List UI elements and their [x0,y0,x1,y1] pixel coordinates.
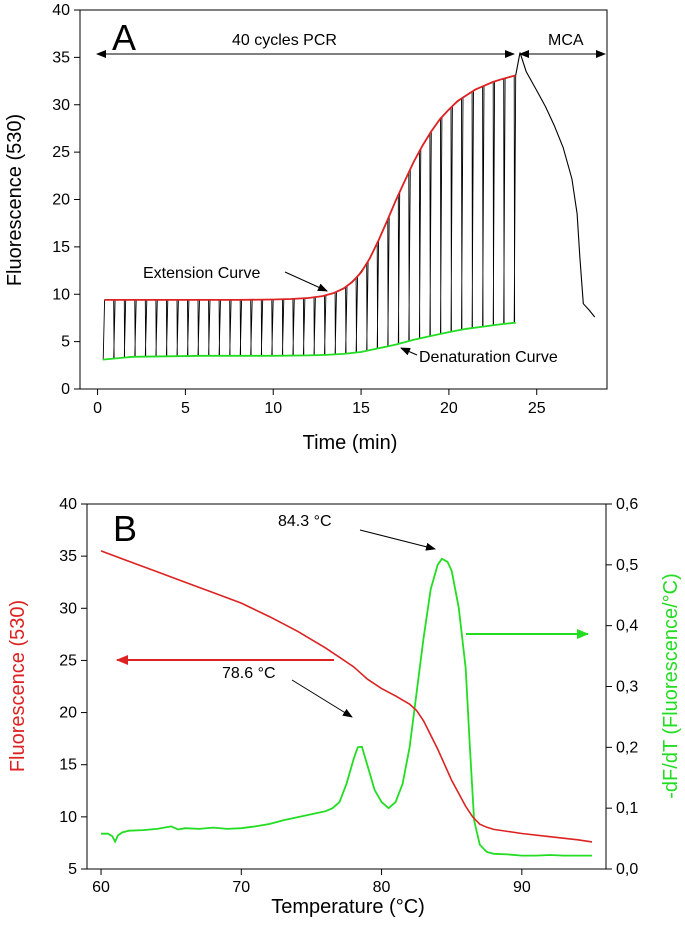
panel-a-frame [79,9,608,390]
panel-b-x-ticks: 60 70 80 90 [92,869,531,896]
y-tick-label: 15 [59,757,77,774]
pcr-span-label: 40 cycles PCR [232,32,337,49]
y-tick-label: 25 [59,652,77,669]
y-tick-label: 10 [52,286,70,303]
y-tick-label: 25 [52,144,70,161]
panel-a-series [102,52,596,361]
y-tick-label: 35 [52,49,70,66]
panel-a-x-axis-title: Time (min) [303,432,398,454]
y-tick-label: 20 [52,192,70,209]
extension-curve-label: Extension Curve [143,265,260,282]
y2-tick-label: 0,4 [616,618,638,635]
y-tick-label: 40 [59,496,77,513]
denaturation-curve-pointer [400,347,418,356]
y-tick-label: 10 [59,809,77,826]
y2-tick-label: 0,2 [616,739,638,756]
x-tick-label: 0 [93,400,102,417]
y-tick-label: 5 [68,861,77,878]
major-peak-pointer [359,529,436,551]
y-tick-label: 20 [59,705,77,722]
panel-b-series [100,550,593,857]
y-tick-label: 40 [52,2,70,19]
panel-a-y-axis-title: Fluorescence (530) [4,114,26,286]
panel-a: 0 5 10 15 20 25 0 5 10 15 20 25 30 35 40 A 40 cycles … [4,2,608,454]
mca-span-label: MCA [548,32,584,49]
panel-a-y-ticks: 0 5 10 15 20 25 30 35 40 [52,2,80,398]
y2-tick-label: 0,1 [616,800,638,817]
x-tick-label: 25 [528,400,546,417]
x-tick-label: 10 [264,400,282,417]
y2-tick-label: 0,5 [616,557,638,574]
panel-a-letter: A [112,17,136,58]
y-tick-label: 5 [61,334,70,351]
panel-b-y-ticks: 5 10 15 20 25 30 35 40 [59,496,87,878]
mca-melt-trace [515,52,596,318]
x-tick-label: 80 [373,879,391,896]
extension-curve [104,74,516,301]
y2-tick-label: 0,3 [616,679,638,696]
y-tick-label: 30 [52,97,70,114]
y-tick-label: 15 [52,239,70,256]
denaturation-curve-label: Denaturation Curve [419,349,558,366]
y-tick-label: 0 [61,381,70,398]
extension-curve-pointer [284,271,328,292]
x-tick-label: 60 [92,879,110,896]
y-tick-label: 35 [59,548,77,565]
derivative-curve [101,557,592,857]
minor-peak-pointer [291,679,353,718]
panel-b-frame [86,503,607,870]
minor-peak-label: 78.6 °C [222,665,276,682]
x-tick-label: 90 [513,879,531,896]
denaturation-curve [102,321,516,361]
x-tick-label: 5 [181,400,190,417]
y2-tick-label: 0,6 [616,496,638,513]
x-tick-label: 70 [232,879,250,896]
panel-b-y2-axis-title: -dF/dT (Fluorescence/°C) [660,573,682,798]
panel-b: 60 70 80 90 5 10 15 20 25 30 35 40 0,0 0,1 0,2 0,3 0,4… [7,496,682,918]
pcr-cycle-trace [102,75,517,360]
y2-tick-label: 0,0 [616,861,638,878]
panel-b-y-axis-title: Fluorescence (530) [7,600,29,772]
fluorescence-curve [100,550,593,843]
panel-b-letter: B [113,508,137,549]
panel-a-cycle-lines [102,75,517,360]
x-tick-label: 20 [440,400,458,417]
y-tick-label: 30 [59,600,77,617]
panel-b-y2-ticks: 0,0 0,1 0,2 0,3 0,4 0,5 0,6 [606,496,638,878]
panel-b-x-axis-title: Temperature (°C) [271,896,425,918]
major-peak-label: 84.3 °C [278,513,332,530]
panel-a-x-ticks: 0 5 10 15 20 25 [93,389,546,417]
x-tick-label: 15 [352,400,370,417]
